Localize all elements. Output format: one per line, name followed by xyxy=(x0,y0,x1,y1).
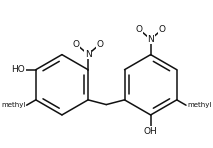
Text: O: O xyxy=(96,40,103,49)
Text: N: N xyxy=(147,35,154,44)
Text: methyl: methyl xyxy=(187,102,212,108)
Text: O: O xyxy=(135,25,142,34)
Text: HO: HO xyxy=(12,65,25,74)
Text: O: O xyxy=(159,25,166,34)
Text: N: N xyxy=(85,50,91,59)
Text: methyl: methyl xyxy=(1,102,25,108)
Text: O: O xyxy=(73,40,80,49)
Text: OH: OH xyxy=(144,127,158,136)
